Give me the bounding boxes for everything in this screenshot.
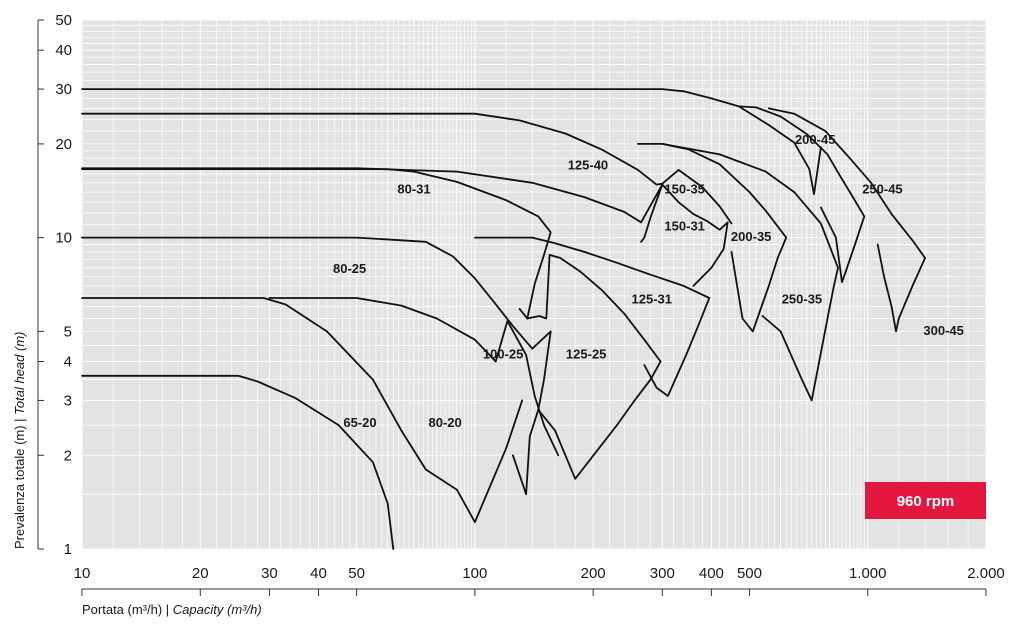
y-tick-label-20: 20 — [55, 136, 72, 153]
curve-125-25 — [526, 254, 662, 480]
pump-label-250-35: 250-35 — [782, 292, 822, 307]
x-tick-label-2-000: 2.000 — [967, 565, 1005, 582]
curve-65-20 — [81, 374, 395, 550]
curve-150-31 — [661, 183, 729, 287]
curve-125-31 — [474, 236, 711, 397]
pump-label-150-31: 150-31 — [664, 219, 704, 234]
pump-label-125-25: 125-25 — [566, 346, 606, 361]
curve-80-20 — [81, 297, 524, 523]
x-tick-label-30: 30 — [261, 565, 278, 582]
x-tick-label-500: 500 — [737, 565, 762, 582]
grid-lines — [81, 19, 987, 550]
y-tick-labels: 1 2 3 4 5 10 20 30 40 50 — [55, 12, 72, 558]
x-axis-title: Portata (m³/h) | Capacity (m³/h) — [82, 602, 262, 617]
pump-label-80-31: 80-31 — [397, 182, 430, 197]
y-tick-label-30: 30 — [55, 81, 72, 98]
y-axis-title: Prevalenza totale (m) | Total head (m) — [12, 332, 27, 550]
x-tick-label-10: 10 — [74, 565, 91, 582]
pump-label-200-35: 200-35 — [731, 229, 771, 244]
pump-label-250-45: 250-45 — [862, 182, 902, 197]
pump-label-80-25: 80-25 — [333, 261, 366, 276]
y-tick-label-10: 10 — [55, 230, 72, 247]
pump-label-125-31: 125-31 — [632, 292, 672, 307]
axes — [37, 19, 987, 596]
curve-80-25 — [81, 236, 552, 496]
curve-100-25 — [268, 297, 560, 457]
y-tick-label-4: 4 — [64, 354, 72, 371]
x-tick-label-400: 400 — [699, 565, 724, 582]
rpm-badge — [865, 482, 986, 519]
y-tick-label-1: 1 — [64, 541, 72, 558]
pump-label-300-45: 300-45 — [923, 323, 963, 338]
curve-250-35 — [661, 143, 839, 402]
curve-150-35 — [81, 112, 733, 225]
curve-125-40 — [81, 167, 664, 243]
y-tick-label-40: 40 — [55, 42, 72, 59]
x-tick-label-1-000: 1.000 — [849, 565, 887, 582]
y-tick-label-3: 3 — [64, 392, 72, 409]
pump-label-65-20: 65-20 — [343, 415, 376, 430]
pump-curves — [81, 88, 926, 550]
x-tick-label-20: 20 — [192, 565, 209, 582]
rpm-badge-label: 960 rpm — [897, 493, 955, 510]
curve-200-45 — [81, 88, 822, 195]
curve-250-45 — [738, 105, 866, 283]
y-tick-label-50: 50 — [55, 12, 72, 29]
pump-label-100-25: 100-25 — [483, 346, 523, 361]
pump-label-150-35: 150-35 — [664, 182, 704, 197]
curve-300-45 — [767, 107, 926, 333]
pump-labels: 65-20 80-20 100-25 125-25 80-25 80-31 125-31 12… — [333, 132, 964, 430]
x-tick-label-100: 100 — [462, 565, 487, 582]
y-tick-label-5: 5 — [64, 323, 72, 340]
x-tick-label-40: 40 — [310, 565, 327, 582]
pump-label-200-45: 200-45 — [795, 132, 835, 147]
x-tick-label-50: 50 — [348, 565, 365, 582]
y-tick-label-2: 2 — [64, 447, 72, 464]
x-tick-label-300: 300 — [650, 565, 675, 582]
x-tick-label-200: 200 — [581, 565, 606, 582]
x-tick-labels: 10 20 30 40 50 100 200 300 400 500 1.000 2.000 — [74, 565, 1005, 582]
pump-label-80-20: 80-20 — [428, 415, 461, 430]
pump-label-125-40: 125-40 — [568, 157, 608, 172]
